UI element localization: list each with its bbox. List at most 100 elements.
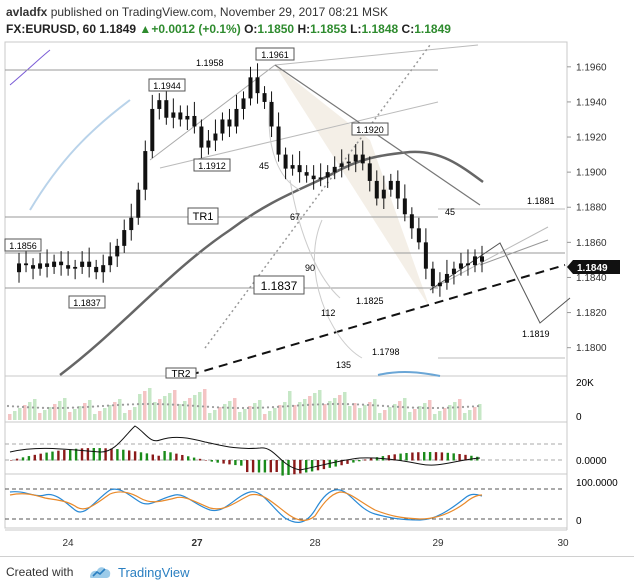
volume-ma-dot [61,406,65,410]
candle-body [451,268,456,274]
volume-ma-dot [336,402,340,406]
volume-ma-dot [6,404,10,408]
candle-body [290,165,295,169]
publish-line: avladfx published on TradingView.com, No… [6,5,388,19]
volume-ma-dot [146,402,150,406]
candle-body [480,256,484,262]
macd-bar [133,451,137,461]
volume-bar [33,399,37,420]
candle-body [395,180,400,199]
volume-bar [188,398,192,420]
candle-body [80,261,85,267]
macd-bar [210,460,213,462]
volume-ma-dot [166,403,170,406]
macd-bar [98,448,101,461]
macd-bar [116,449,119,461]
volume-bar [393,404,397,420]
candle-body [66,265,71,269]
volume-bar [328,401,332,420]
candle-body [108,256,113,266]
candle-body [409,214,414,229]
volume-ma-dot [206,405,210,408]
time-axis[interactable]: 24 27 28 29 30 [62,538,569,549]
candle-body [129,217,134,231]
volume-bar [13,411,17,420]
volume-bar [413,409,417,420]
macd-pane[interactable] [4,421,568,475]
channel-top-line [274,44,479,66]
author-name[interactable]: avladfx [6,5,48,19]
price-label-1819: 1.1819 [522,329,550,339]
volume-bar [168,393,172,420]
macd-bar [464,454,467,461]
candle-body [59,261,64,266]
candle-body [458,263,463,269]
price-tick-label: 1.1880 [576,203,607,214]
fan-angle-112: 112 [321,308,335,318]
volume-bars [6,388,482,420]
volume-axis-0: 0 [576,412,582,423]
volume-bar [123,413,127,420]
macd-bar [340,460,343,466]
volume-ma-dot [81,406,85,409]
macd-bar [423,452,426,461]
fan-angle-67: 67 [290,212,300,222]
macd-bar [263,460,267,473]
volume-ma-dot [391,405,395,408]
stochastic-pane[interactable] [4,473,568,529]
volume-bar [143,391,147,420]
macd-bar [39,453,42,461]
wedge-upper-line [429,226,549,291]
price-label-1944: 1.1944 [148,78,186,92]
volume-bar [438,411,442,420]
fan-arc-1 [268,99,301,191]
svg-text:1.1856: 1.1856 [9,241,37,251]
volume-ma-dot [401,406,405,409]
volume-ma-dot [456,406,460,409]
volume-bar [283,402,287,420]
volume-ma-dot [211,405,215,409]
blue-moving-average [29,99,131,211]
candle-body [38,263,43,269]
volume-ma-dot [126,403,130,406]
candle-body [402,198,407,215]
macd-bar [399,453,402,461]
price-tick-label: 1.1800 [576,343,607,354]
published-text: published on TradingView.com, November 2… [50,5,389,19]
macd-bar [364,459,367,461]
volume-ma-dot [111,404,115,407]
macd-bar [411,452,414,461]
svg-text:TR1: TR1 [193,211,214,223]
volume-bar [48,407,52,420]
close-value: 1.1849 [414,22,451,36]
price-axis[interactable]: 1.1960 1.1940 1.1920 1.1900 1.1880 1.1860 1.18… [567,62,607,354]
macd-bar [257,460,261,473]
price-chart[interactable]: 1.1961 1.1958 1.1944 1.1912 1.1920 1.188… [0,40,634,556]
channel-upper-line [149,64,276,161]
volume-ma-dot [226,406,230,409]
macd-bar [387,455,390,461]
volume-bar [203,389,207,420]
macd-axis-zero: 0.0000 [576,456,607,467]
volume-ma-dot [41,406,45,409]
tradingview-brand[interactable]: TradingView [118,565,190,580]
macd-bar [222,460,225,464]
volume-ma-dot [446,406,450,409]
volume-bar [253,403,257,420]
volume-bar [223,404,227,420]
candle-body [283,154,288,169]
svg-text:1.1944: 1.1944 [153,81,181,91]
symbol-line: FX:EURUSD, 60 1.1849 ▲+0.0012 (+0.1%) O:… [6,22,451,36]
macd-bar [434,452,438,461]
macd-bar [452,453,455,461]
volume-bar [443,408,447,420]
volume-ma-dot [51,406,55,410]
volume-ma-dot [361,403,365,406]
macd-bar [51,451,54,461]
candle-body [227,119,232,127]
macd-bar [92,448,95,461]
volume-bar [303,399,307,420]
tradingview-logo-icon [90,567,111,578]
volume-ma-dot [426,406,430,410]
volume-bar [468,410,472,420]
